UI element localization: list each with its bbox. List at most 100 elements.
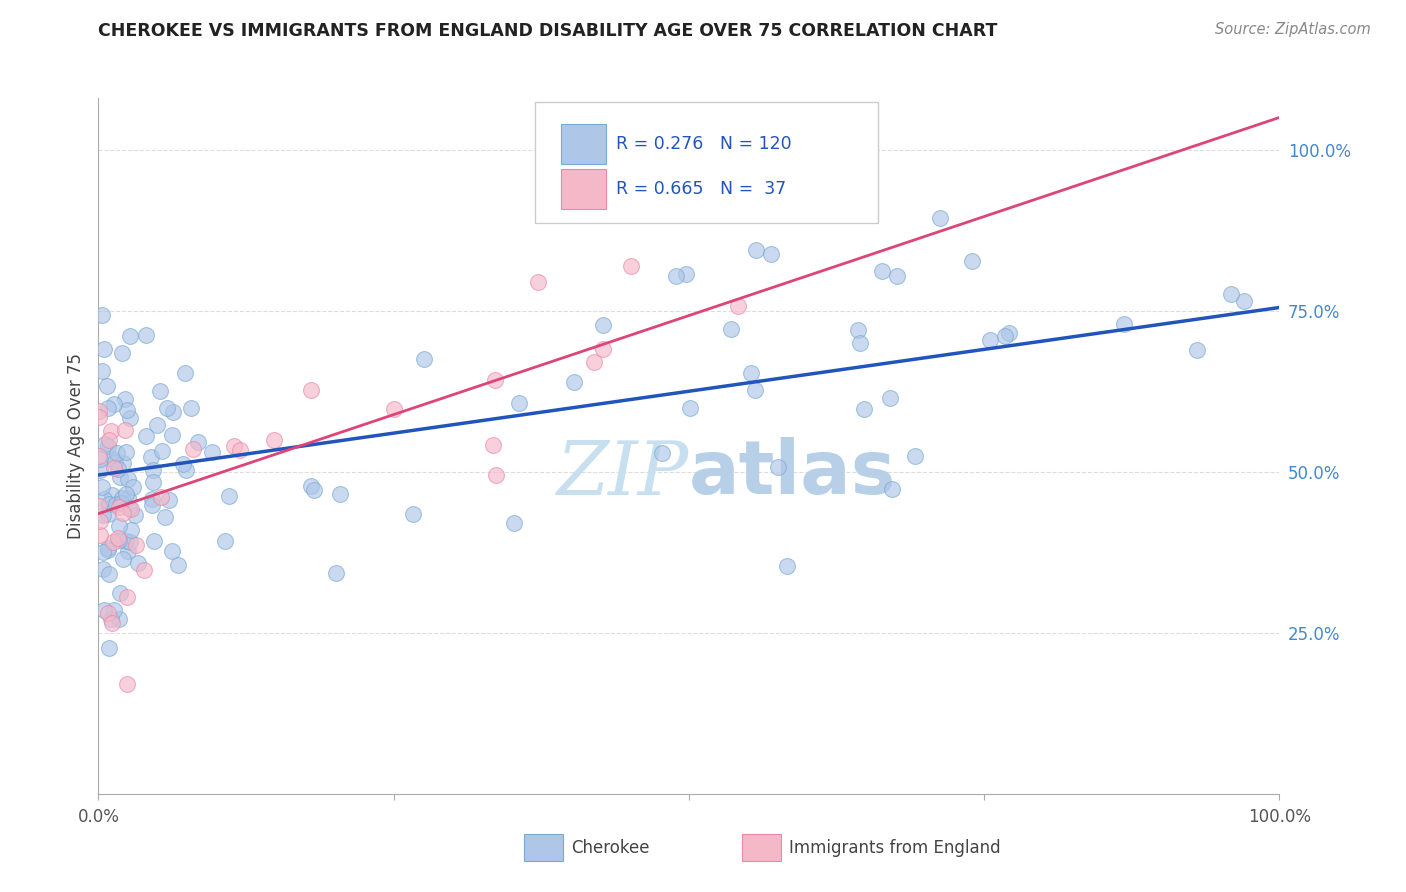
Y-axis label: Disability Age Over 75: Disability Age Over 75: [66, 353, 84, 539]
Point: [150, 490, 173, 504]
Text: Source: ZipAtlas.com: Source: ZipAtlas.com: [1215, 22, 1371, 37]
Point: [120, 535, 142, 549]
Point: [402, 508, 425, 522]
Point: [114, 423, 136, 437]
Text: R = 0.276   N = 120: R = 0.276 N = 120: [616, 135, 792, 153]
Point: [114, 392, 136, 406]
Point: [103, 397, 125, 411]
Point: [526, 275, 548, 289]
Point: [108, 469, 131, 483]
Point: [127, 556, 149, 570]
Point: [101, 488, 124, 502]
Point: [107, 462, 129, 476]
Point: [998, 326, 1021, 341]
Point: [304, 483, 326, 497]
Point: [114, 486, 136, 500]
Point: [111, 456, 134, 470]
Point: [93, 492, 115, 507]
Point: [91, 364, 114, 378]
Point: [115, 533, 138, 548]
Point: [224, 439, 246, 453]
Point: [118, 411, 141, 425]
Point: [89, 451, 111, 466]
Point: [103, 460, 125, 475]
Point: [120, 523, 142, 537]
Point: [103, 534, 125, 549]
Text: CHEROKEE VS IMMIGRANTS FROM ENGLAND DISABILITY AGE OVER 75 CORRELATION CHART: CHEROKEE VS IMMIGRANTS FROM ENGLAND DISA…: [98, 22, 998, 40]
Point: [717, 185, 740, 199]
Point: [118, 328, 141, 343]
Point: [214, 533, 236, 548]
Point: [928, 211, 950, 225]
Point: [108, 586, 131, 600]
Point: [100, 612, 122, 626]
Point: [97, 543, 120, 558]
Point: [93, 342, 115, 356]
Point: [135, 429, 157, 443]
Point: [904, 450, 927, 464]
Point: [201, 445, 224, 459]
Point: [97, 567, 120, 582]
Point: [101, 452, 124, 467]
Text: ZIP: ZIP: [557, 438, 689, 510]
FancyBboxPatch shape: [536, 102, 877, 223]
Text: Immigrants from England: Immigrants from England: [789, 839, 1001, 857]
Point: [173, 366, 195, 380]
Point: [97, 541, 120, 556]
Point: [651, 445, 673, 459]
Point: [111, 507, 134, 521]
Point: [108, 518, 131, 533]
Point: [87, 409, 110, 424]
Point: [229, 443, 252, 458]
Point: [135, 328, 157, 343]
Point: [117, 544, 139, 558]
Point: [143, 534, 166, 549]
Point: [91, 508, 114, 523]
Point: [329, 487, 352, 501]
Point: [89, 463, 111, 477]
Point: [679, 401, 702, 416]
Point: [665, 268, 688, 283]
Point: [132, 563, 155, 577]
Point: [592, 342, 614, 356]
Point: [960, 253, 983, 268]
Point: [114, 445, 136, 459]
Point: [107, 446, 129, 460]
Point: [299, 383, 322, 397]
Point: [994, 329, 1017, 343]
Point: [100, 424, 122, 438]
Point: [768, 460, 790, 475]
Point: [412, 351, 434, 366]
Point: [485, 468, 508, 483]
Point: [675, 268, 697, 282]
Point: [89, 514, 111, 528]
Point: [1112, 318, 1135, 332]
Point: [97, 439, 120, 453]
Point: [180, 401, 202, 416]
Point: [117, 402, 139, 417]
Point: [160, 544, 183, 558]
Point: [120, 501, 142, 516]
Point: [218, 489, 240, 503]
Point: [162, 405, 184, 419]
Point: [112, 551, 135, 566]
Point: [879, 391, 901, 405]
Point: [124, 508, 146, 523]
Point: [872, 264, 894, 278]
Text: Cherokee: Cherokee: [571, 839, 650, 857]
Point: [181, 442, 204, 457]
Point: [108, 500, 131, 514]
Point: [98, 640, 121, 655]
Point: [744, 383, 766, 397]
Point: [484, 373, 506, 387]
Point: [97, 606, 120, 620]
Point: [89, 527, 111, 541]
Point: [118, 500, 141, 515]
Point: [110, 496, 132, 510]
Point: [107, 531, 129, 545]
Point: [1187, 343, 1209, 357]
Point: [142, 463, 165, 477]
Point: [325, 566, 347, 581]
Point: [104, 497, 127, 511]
Point: [97, 507, 120, 521]
